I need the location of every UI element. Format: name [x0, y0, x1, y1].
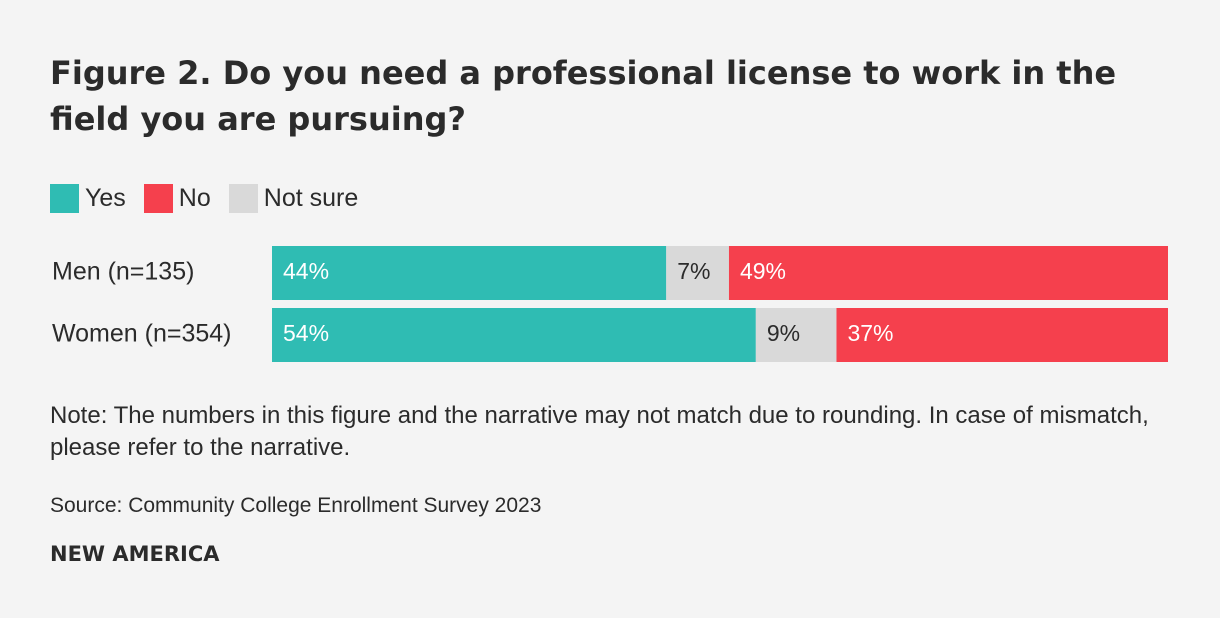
bar-segment-not-sure-women-n-354: [755, 308, 837, 362]
legend-item-no: No: [143, 184, 211, 213]
data-label-yes-women-n-354: 54%: [283, 320, 329, 346]
stacked-bar-chart: Men (n=135) 44% 7% 49% Women (n=354) 54% 9% 37%: [52, 246, 1168, 362]
data-label-not-sure-men-n-135: 7%: [677, 258, 710, 284]
legend-swatch-yes: [50, 184, 79, 213]
legend-swatch-no: [143, 184, 173, 213]
bar-segment-no-men-n-135: [728, 246, 1168, 300]
legend-label-yes: Yes: [85, 184, 126, 212]
legend-label-not-sure: Not sure: [263, 184, 359, 212]
legend-item-not-sure: Not sure: [228, 184, 359, 213]
legend-label-no: No: [178, 184, 211, 212]
chart-note: Note: The numbers in this figure and the…: [50, 402, 1149, 461]
legend-swatch-not-sure: [228, 184, 258, 213]
bar-segment-yes-men-n-135: [272, 246, 667, 300]
data-label-no-women-n-354: 37%: [847, 320, 893, 346]
data-label-no-men-n-135: 49%: [740, 258, 786, 284]
legend-item-yes: Yes: [50, 184, 126, 213]
bar-segment-not-sure-men-n-135: [666, 246, 729, 300]
legend: Yes No Not sure: [50, 184, 376, 213]
category-label-men-n-135: Men (n=135): [52, 258, 194, 286]
chart-title: Figure 2. Do you need a professional lic…: [50, 54, 1117, 138]
bar-segment-yes-women-n-354: [272, 308, 756, 362]
data-label-not-sure-women-n-354: 9%: [767, 320, 800, 346]
category-label-women-n-354: Women (n=354): [52, 320, 232, 348]
chart-source: Source: Community College Enrollment Sur…: [50, 494, 542, 517]
data-label-yes-men-n-135: 44%: [283, 258, 329, 284]
bar-segment-no-women-n-354: [836, 308, 1168, 362]
brand-logo-text: NEW AMERICA: [50, 542, 220, 566]
